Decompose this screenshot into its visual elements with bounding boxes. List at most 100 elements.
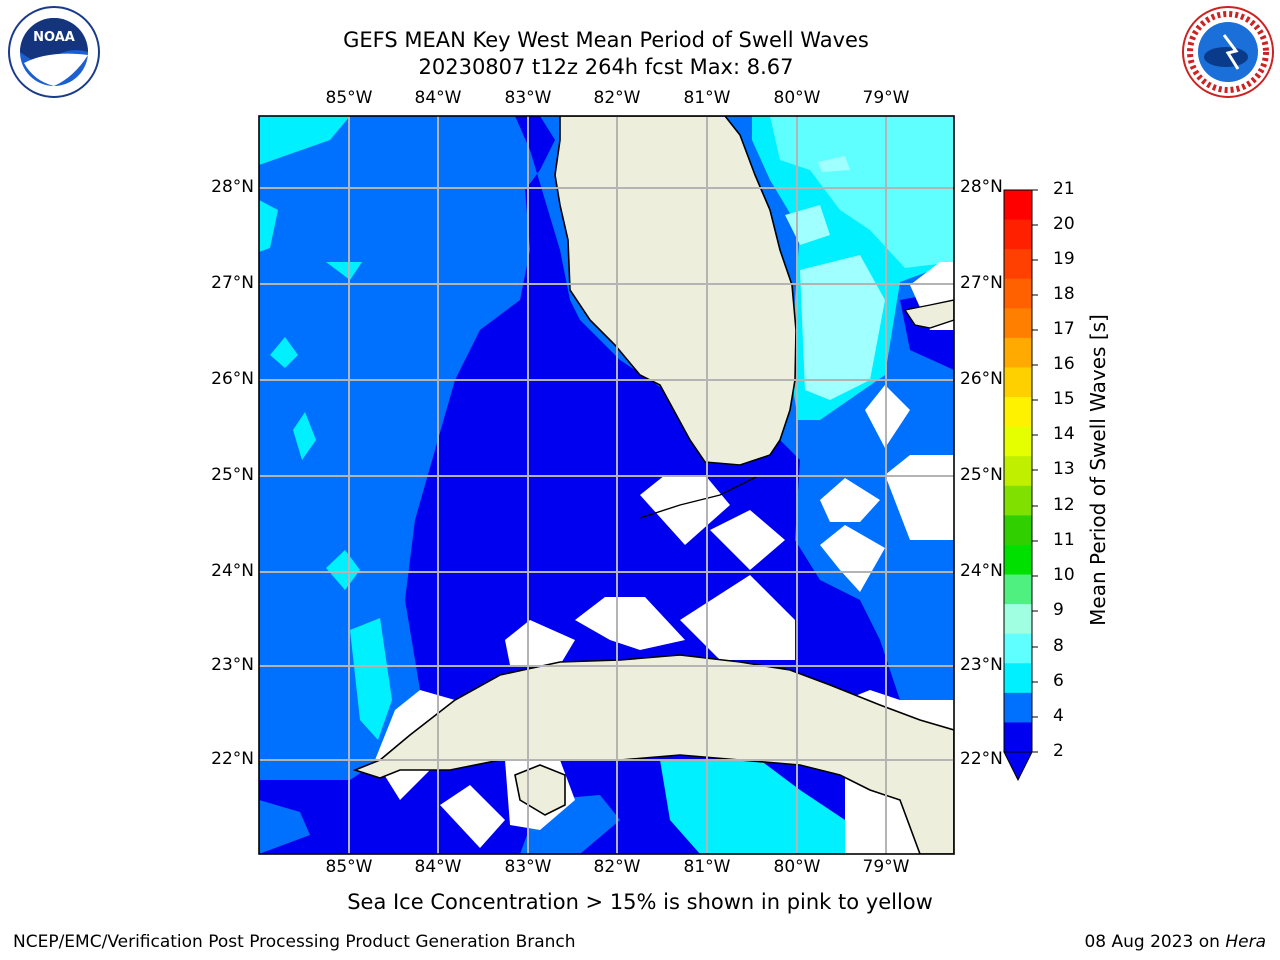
- colorbar-segment: [1004, 515, 1032, 546]
- footer-machine: Hera: [1225, 932, 1266, 952]
- no-data-region: [505, 620, 575, 665]
- period-4-6-region: [259, 800, 310, 854]
- lon-label-bottom: 81°W: [683, 857, 731, 877]
- no-data-region: [710, 510, 785, 570]
- colorbar-segment: [1004, 249, 1032, 280]
- colorbar-tick-label: 11: [1053, 530, 1075, 550]
- colorbar-segment: [1004, 663, 1032, 694]
- period-6-8-region: [293, 412, 316, 460]
- florida-keys: [639, 474, 761, 519]
- colorbar-segment: [1004, 574, 1032, 605]
- colorbar-segment: [1004, 219, 1032, 250]
- chart-subtitle: 20230807 t12z 264h fcst Max: 8.67: [418, 55, 794, 79]
- colorbar-segment: [1004, 633, 1032, 664]
- no-data-region: [820, 478, 880, 522]
- footer-credit: NCEP/EMC/Verification Post Processing Pr…: [13, 932, 576, 952]
- lon-label-bottom: 80°W: [773, 857, 821, 877]
- lat-label-right: 28°N: [960, 177, 1003, 197]
- colorbar-tick-label: 20: [1053, 214, 1075, 234]
- colorbar-segment: [1004, 722, 1032, 753]
- lon-label-top: 85°W: [325, 88, 373, 108]
- lat-label-right: 27°N: [960, 273, 1003, 293]
- lat-label-right: 22°N: [960, 749, 1003, 769]
- colorbar-tick-label: 8: [1053, 636, 1064, 656]
- colorbar-segment: [1004, 397, 1032, 428]
- period-6-8-region: [326, 262, 362, 280]
- noaa-logo: NOAA: [8, 6, 100, 98]
- colorbar-segment: [1004, 367, 1032, 398]
- colorbar-tick-label: 12: [1053, 495, 1075, 515]
- colorbar-segment: [1004, 544, 1032, 576]
- lat-label-left: 25°N: [211, 465, 254, 485]
- period-6-8-region: [270, 337, 298, 368]
- lat-label-left: 22°N: [211, 749, 254, 769]
- lat-label-left: 28°N: [211, 177, 254, 197]
- period-8-9-region: [770, 116, 954, 268]
- colorbar-tick-label: 9: [1053, 600, 1064, 620]
- colorbar-tick-label: 6: [1053, 671, 1064, 691]
- lat-label-right: 23°N: [960, 655, 1003, 675]
- lon-label-top: 83°W: [504, 88, 552, 108]
- period-6-8-region: [326, 550, 360, 590]
- colorbar: [1003, 189, 1038, 782]
- lon-label-top: 81°W: [683, 88, 731, 108]
- colorbar-tick-label: 18: [1053, 284, 1075, 304]
- colorbar-segment: [1004, 337, 1032, 368]
- period-6-8-region: [259, 200, 278, 252]
- florida-land: [554, 116, 797, 466]
- colorbar-tick-label: 21: [1053, 179, 1075, 199]
- bahamas-land: [903, 299, 954, 329]
- map-frame: [258, 115, 955, 855]
- lat-label-left: 27°N: [211, 273, 254, 293]
- period-9-10-region: [818, 156, 850, 172]
- colorbar-segment: [1004, 426, 1032, 457]
- colorbar-segment: [1004, 308, 1032, 339]
- colorbar-tick-label: 15: [1053, 389, 1075, 409]
- colorbar-tick-label: 4: [1053, 706, 1064, 726]
- chart-title: GEFS MEAN Key West Mean Period of Swell …: [343, 28, 869, 52]
- no-data-region: [865, 385, 910, 448]
- lat-label-left: 26°N: [211, 369, 254, 389]
- colorbar-segment: [1004, 485, 1032, 516]
- nws-logo: [1182, 6, 1274, 98]
- period-6-8-region: [259, 116, 350, 165]
- footer-date: 08 Aug 2023 on Hera: [1084, 932, 1266, 952]
- colorbar-tick-label: 10: [1053, 565, 1075, 585]
- lat-label-right: 25°N: [960, 465, 1003, 485]
- no-data-region: [440, 785, 505, 848]
- colorbar-segment: [1004, 278, 1032, 309]
- lat-label-right: 24°N: [960, 561, 1003, 581]
- period-6-8-region: [350, 618, 392, 740]
- period-9-10-region: [800, 255, 885, 400]
- lat-label-left: 24°N: [211, 561, 254, 581]
- colorbar-segment: [1004, 190, 1032, 221]
- colorbar-tick-label: 17: [1053, 319, 1075, 339]
- colorbar-tick-label: 2: [1053, 741, 1064, 761]
- svg-text:NOAA: NOAA: [33, 30, 75, 45]
- lon-label-top: 80°W: [773, 88, 821, 108]
- lat-label-left: 23°N: [211, 655, 254, 675]
- colorbar-tick-label: 16: [1053, 354, 1075, 374]
- colorbar-segment: [1004, 604, 1032, 635]
- grid: [259, 116, 954, 854]
- colorbar-segment: [1004, 692, 1032, 723]
- lon-label-bottom: 82°W: [593, 857, 641, 877]
- lon-label-top: 79°W: [862, 88, 910, 108]
- sea-ice-note: Sea Ice Concentration > 15% is shown in …: [347, 890, 933, 914]
- lon-label-top: 82°W: [593, 88, 641, 108]
- no-data-region: [820, 525, 885, 592]
- lon-label-bottom: 84°W: [414, 857, 462, 877]
- colorbar-tick-label: 14: [1053, 424, 1075, 444]
- no-data-region: [575, 597, 685, 650]
- no-data-region: [680, 575, 795, 660]
- colorbar-segment: [1004, 456, 1032, 487]
- colorbar-tick-label: 19: [1053, 249, 1075, 269]
- colorbar-tick-label: 13: [1053, 459, 1075, 479]
- lon-label-bottom: 83°W: [504, 857, 552, 877]
- footer-date-text: 08 Aug 2023 on: [1084, 932, 1220, 952]
- lon-label-bottom: 79°W: [862, 857, 910, 877]
- colorbar-frame: [1003, 189, 1033, 753]
- colorbar-title: Mean Period of Swell Waves [s]: [1086, 314, 1110, 626]
- lon-label-top: 84°W: [414, 88, 462, 108]
